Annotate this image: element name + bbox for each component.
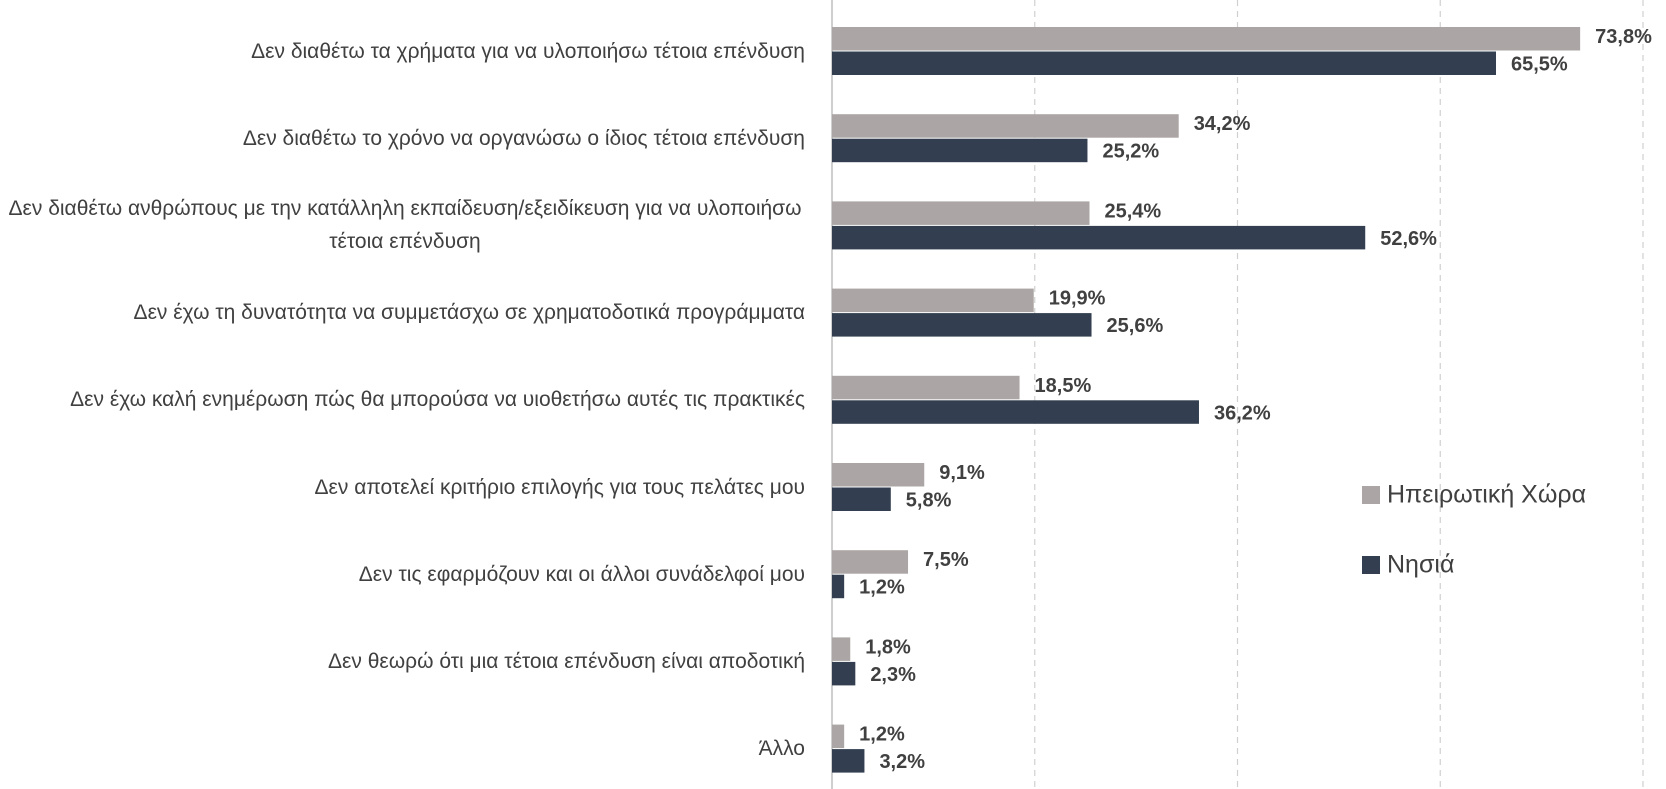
category-label: Δεν τις εφαρμόζουν και οι άλλοι συνάδελφ…	[0, 558, 805, 591]
value-label: 2,3%	[870, 664, 916, 686]
value-label: 5,8%	[906, 490, 952, 512]
category-label: Δεν έχω τη δυνατότητα να συμμετάσχω σε χ…	[0, 296, 805, 329]
bar	[832, 550, 909, 574]
value-label: 18,5%	[1035, 375, 1092, 397]
category-label: Δεν θεωρώ ότι μια τέτοια επένδυση είναι …	[0, 645, 805, 678]
bar	[832, 51, 1497, 75]
bar	[832, 463, 925, 487]
legend-label: Ηπειρωτική Χώρα	[1387, 481, 1586, 509]
value-label: 36,2%	[1214, 402, 1271, 424]
value-label: 1,2%	[859, 724, 905, 746]
value-label: 1,8%	[865, 636, 911, 658]
bar	[832, 288, 1034, 313]
category-label: Δεν διαθέτω τα χρήματα για να υλοποιήσω …	[0, 35, 805, 68]
category-label: Δεν αποτελεί κριτήριο επιλογής για τους …	[0, 471, 806, 504]
category-text: Δεν διαθέτω τα χρήματα για να υλοποιήσω …	[251, 39, 805, 63]
legend-label: Νησιά	[1387, 551, 1454, 579]
bar	[832, 375, 1020, 400]
value-label: 25,2%	[1102, 141, 1159, 163]
bar	[832, 201, 1090, 225]
bar	[832, 661, 856, 686]
bar	[832, 637, 851, 661]
value-label: 7,5%	[923, 549, 969, 571]
bar	[832, 114, 1179, 138]
bar	[832, 724, 845, 749]
value-label: 3,2%	[879, 751, 925, 773]
category-text: Δεν θεωρώ ότι μια τέτοια επένδυση είναι …	[328, 649, 805, 673]
category-label: Δεν διαθέτω ανθρώπους με την κατάλληλη ε…	[0, 192, 805, 258]
value-label: 34,2%	[1194, 113, 1251, 135]
value-label: 9,1%	[939, 462, 985, 484]
value-label: 19,9%	[1049, 288, 1106, 310]
bar	[832, 313, 1092, 337]
value-label: 73,8%	[1595, 26, 1652, 48]
value-label: 65,5%	[1511, 54, 1568, 76]
category-label: Άλλο	[0, 732, 805, 765]
value-label: 52,6%	[1380, 228, 1437, 250]
value-label: 1,2%	[859, 577, 905, 599]
bar	[832, 487, 891, 511]
value-label: 25,4%	[1104, 200, 1161, 222]
bar	[832, 138, 1088, 163]
category-text: Δεν έχω καλή ενημέρωση πώς θα μπορούσα ν…	[70, 388, 805, 412]
bar	[832, 749, 865, 773]
legend-swatch	[1362, 556, 1380, 574]
value-label: 25,6%	[1107, 315, 1164, 337]
category-label: Δεν έχω καλή ενημέρωση πώς θα μπορούσα ν…	[0, 383, 805, 416]
bar	[832, 27, 1581, 51]
category-text: Δεν αποτελεί κριτήριο επιλογής για τους …	[314, 475, 806, 499]
category-text: Δεν έχω τη δυνατότητα να συμμετάσχω σε χ…	[133, 301, 805, 325]
category-text: Δεν διαθέτω το χρόνο να οργανώσω ο ίδιος…	[242, 126, 805, 150]
category-text: Δεν διαθέτω ανθρώπους με την κατάλληλη ε…	[8, 197, 802, 254]
category-text: Δεν τις εφαρμόζουν και οι άλλοι συνάδελφ…	[358, 562, 805, 586]
legend-swatch	[1362, 486, 1380, 504]
category-label: Δεν διαθέτω το χρόνο να οργανώσω ο ίδιος…	[0, 122, 805, 155]
bar	[832, 400, 1199, 424]
bar	[832, 574, 845, 599]
category-text: Άλλο	[758, 737, 805, 761]
bar	[832, 225, 1366, 250]
